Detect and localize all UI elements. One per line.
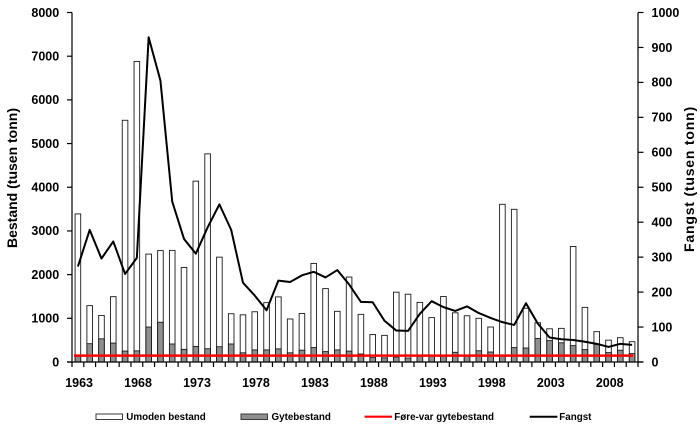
- svg-text:500: 500: [652, 181, 673, 195]
- svg-text:1983: 1983: [301, 376, 329, 390]
- svg-text:8000: 8000: [31, 6, 59, 20]
- svg-text:6000: 6000: [31, 93, 59, 107]
- svg-text:400: 400: [652, 216, 673, 230]
- svg-text:7000: 7000: [31, 49, 59, 63]
- svg-text:900: 900: [652, 41, 673, 55]
- svg-text:1973: 1973: [183, 376, 211, 390]
- svg-text:1000: 1000: [652, 6, 680, 20]
- svg-text:600: 600: [652, 146, 673, 160]
- svg-text:1978: 1978: [242, 376, 270, 390]
- svg-text:700: 700: [652, 111, 673, 125]
- svg-text:0: 0: [652, 355, 659, 369]
- svg-text:2000: 2000: [31, 268, 59, 282]
- svg-text:1988: 1988: [360, 376, 388, 390]
- svg-text:1963: 1963: [65, 376, 93, 390]
- svg-text:Umoden bestand: Umoden bestand: [126, 412, 205, 423]
- svg-text:0: 0: [52, 355, 59, 369]
- svg-text:2008: 2008: [596, 376, 624, 390]
- svg-text:200: 200: [652, 285, 673, 299]
- svg-text:1993: 1993: [419, 376, 447, 390]
- svg-text:300: 300: [652, 250, 673, 264]
- svg-text:3000: 3000: [31, 224, 59, 238]
- svg-text:Bestand (tusen tonn): Bestand (tusen tonn): [4, 108, 20, 248]
- svg-text:2003: 2003: [537, 376, 565, 390]
- svg-text:Føre-var gytebestand: Føre-var gytebestand: [394, 412, 494, 423]
- svg-text:5000: 5000: [31, 137, 59, 151]
- svg-text:1968: 1968: [124, 376, 152, 390]
- svg-text:1000: 1000: [31, 312, 59, 326]
- svg-text:4000: 4000: [31, 181, 59, 195]
- svg-text:800: 800: [652, 76, 673, 90]
- svg-text:Gytebestand: Gytebestand: [272, 412, 331, 423]
- svg-text:1998: 1998: [478, 376, 506, 390]
- svg-text:Fangst: Fangst: [559, 412, 592, 423]
- svg-text:100: 100: [652, 320, 673, 334]
- svg-text:Fangst (tusen tonn): Fangst (tusen tonn): [681, 106, 697, 252]
